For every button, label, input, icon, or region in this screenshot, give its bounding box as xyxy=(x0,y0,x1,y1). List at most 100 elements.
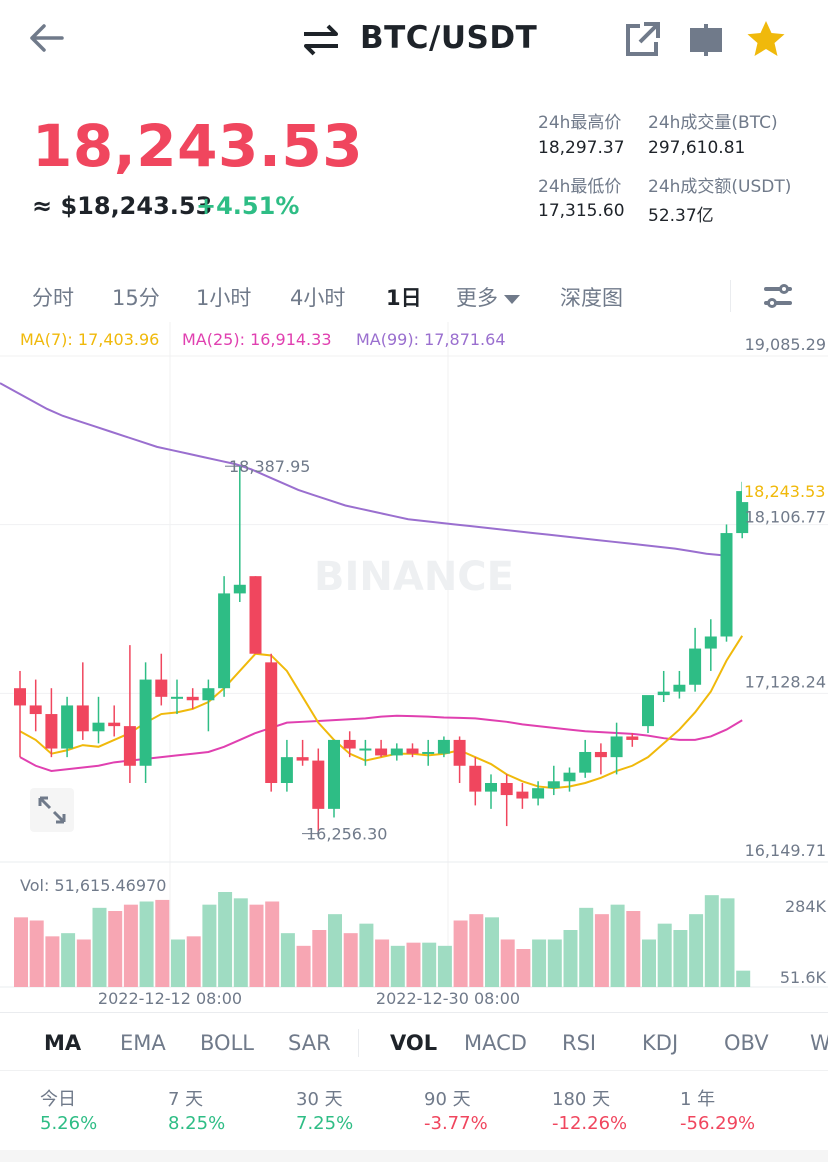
tab-4h[interactable]: 4小时 xyxy=(290,286,346,310)
candle-body xyxy=(390,748,403,756)
price-axis-tick: 19,085.29 xyxy=(745,335,826,354)
date-axis-tick: 2022-12-12 08:00 xyxy=(98,989,242,1008)
candle-body xyxy=(61,705,74,749)
candle-body xyxy=(139,679,152,766)
volume-bar xyxy=(689,914,704,987)
watermark: BINANCE xyxy=(314,554,514,600)
volume-bar xyxy=(563,930,578,987)
tab-kdj[interactable]: KDJ xyxy=(642,1031,679,1055)
candle-body xyxy=(233,584,246,594)
volume-bar xyxy=(155,899,170,987)
perf-label-7d: 7 天 xyxy=(168,1089,204,1110)
date-axis-tick: 2022-12-30 08:00 xyxy=(376,989,520,1008)
candle-body xyxy=(218,593,231,689)
high-24h-value: 18,297.37 xyxy=(538,138,625,158)
volume-bar xyxy=(500,939,515,987)
candle-body xyxy=(14,688,26,706)
tab-w[interactable]: W xyxy=(810,1031,828,1055)
star-icon[interactable] xyxy=(745,18,787,60)
tab-1h[interactable]: 1小时 xyxy=(196,286,252,310)
volume-bar xyxy=(469,914,484,987)
tab-15m[interactable]: 15分 xyxy=(112,286,160,310)
divider xyxy=(358,1029,359,1057)
current-price-tag-bg xyxy=(742,480,828,503)
volume-usdt-value: 52.37亿 xyxy=(648,206,714,226)
candle-body xyxy=(45,714,58,749)
volume-bar xyxy=(328,914,342,987)
ma25-legend: MA(25): 16,914.33 xyxy=(182,330,332,349)
candle-body xyxy=(453,739,466,766)
swap-arrows-icon[interactable] xyxy=(300,22,342,58)
tab-more-label: 更多 xyxy=(456,286,498,310)
volume-bar xyxy=(202,904,217,987)
last-price: 18,243.53 xyxy=(32,112,364,180)
candle-body xyxy=(642,695,654,727)
candle-body xyxy=(202,688,215,701)
pair-title[interactable]: BTC/USDT xyxy=(360,20,538,56)
share-icon[interactable] xyxy=(622,20,662,60)
picture-in-picture-icon[interactable] xyxy=(686,20,726,60)
candle-body xyxy=(594,751,607,758)
tab-ma[interactable]: MA xyxy=(44,1031,82,1055)
volume-bar xyxy=(516,949,531,987)
tab-boll[interactable]: BOLL xyxy=(200,1031,254,1055)
volume-bar xyxy=(233,898,248,987)
candle-body xyxy=(547,781,560,789)
sliders-icon[interactable] xyxy=(758,280,798,312)
tab-time-share[interactable]: 分时 xyxy=(32,286,74,310)
tab-macd[interactable]: MACD xyxy=(464,1031,527,1055)
tab-rsi[interactable]: RSI xyxy=(562,1031,597,1055)
volume-bar xyxy=(720,898,735,987)
tab-sar[interactable]: SAR xyxy=(288,1031,331,1055)
indicator-tabs: MA EMA BOLL SAR VOL MACD RSI KDJ OBV W xyxy=(0,1012,828,1070)
tab-vol[interactable]: VOL xyxy=(390,1031,438,1055)
candle-body xyxy=(500,783,513,796)
divider xyxy=(730,280,731,312)
candle-body xyxy=(343,739,356,749)
candle-body xyxy=(422,751,435,754)
kline-chart[interactable]: BINANCE 18,387.95 16,256.30 18,243.53 19,0… xyxy=(0,322,828,1012)
tab-more[interactable]: 更多 xyxy=(456,282,520,312)
volume-bar xyxy=(704,895,719,987)
volume-bar xyxy=(642,939,656,987)
volume-bar xyxy=(280,933,295,987)
candle-body xyxy=(532,788,545,799)
volume-axis-tick: 284K xyxy=(785,897,827,916)
candle-body xyxy=(312,760,325,809)
volume-bar xyxy=(485,917,499,987)
candle-body xyxy=(123,726,136,766)
volume-bar xyxy=(218,892,233,987)
tab-obv[interactable]: OBV xyxy=(724,1031,769,1055)
volume-bar xyxy=(186,936,201,987)
volume-bar xyxy=(673,930,688,987)
volume-bar xyxy=(657,923,672,987)
volume-bar xyxy=(594,914,609,987)
volume-bar xyxy=(453,920,468,987)
high-marker-label: 18,387.95 xyxy=(229,457,310,476)
candle-body xyxy=(406,748,419,754)
expand-arrows-icon[interactable] xyxy=(30,788,74,832)
volume-bar xyxy=(92,907,107,987)
kline-chart-svg[interactable]: BINANCE 18,387.95 16,256.30 18,243.53 19,0… xyxy=(0,322,828,1012)
low-24h-label: 24h最低价 xyxy=(538,177,622,197)
candle-body xyxy=(375,748,388,756)
tab-ema[interactable]: EMA xyxy=(120,1031,166,1055)
ma99-line xyxy=(0,382,723,557)
candle-body xyxy=(108,722,121,727)
candle-body xyxy=(280,757,293,784)
candle-body xyxy=(485,783,497,792)
tab-1d[interactable]: 1日 xyxy=(386,286,422,310)
candle-body xyxy=(626,736,639,740)
volume-bar xyxy=(736,970,751,987)
volume-bar xyxy=(422,942,437,987)
arrow-left-icon[interactable] xyxy=(26,20,68,56)
perf-value-1y: -56.29% xyxy=(680,1113,756,1134)
volume-bar xyxy=(437,945,452,987)
high-24h-label: 24h最高价 xyxy=(538,113,622,133)
tab-depth-chart[interactable]: 深度图 xyxy=(560,286,623,310)
volume-axis-tick: 51.6K xyxy=(780,968,827,987)
volume-usdt-label: 24h成交额(USDT) xyxy=(648,177,792,197)
candle-body xyxy=(296,757,309,761)
candle-body xyxy=(469,765,482,792)
volume-bar xyxy=(390,945,405,987)
